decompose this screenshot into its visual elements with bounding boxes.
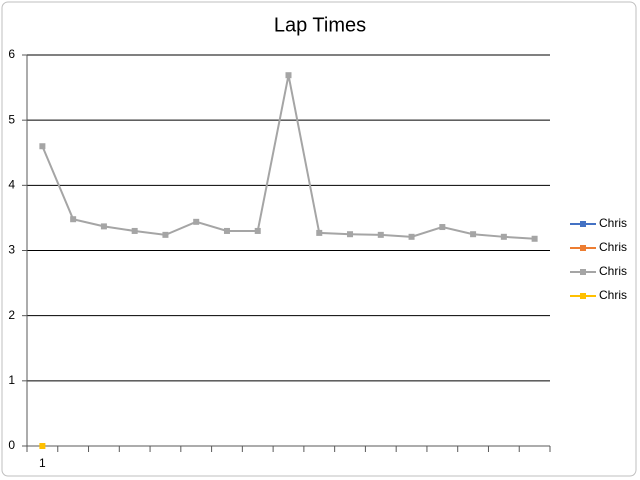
legend-label: Chris	[599, 240, 627, 254]
y-tick-label: 3	[8, 243, 15, 257]
point-marker	[39, 143, 46, 150]
chart-title: Lap Times	[274, 14, 366, 36]
point-marker	[70, 216, 77, 223]
y-tick-label: 1	[8, 373, 15, 387]
y-tick-label: 0	[8, 438, 15, 452]
point-marker	[347, 231, 354, 238]
y-tick-label: 4	[8, 178, 15, 192]
point-marker	[470, 231, 477, 238]
point-marker	[193, 218, 200, 225]
point-marker	[500, 233, 507, 240]
point-marker	[39, 443, 46, 449]
legend-marker	[580, 245, 586, 251]
point-marker	[131, 227, 138, 234]
point-marker	[223, 227, 230, 234]
point-marker	[439, 224, 446, 231]
point-marker	[531, 235, 538, 242]
legend-marker	[580, 221, 586, 227]
y-tick-label: 6	[8, 47, 15, 61]
legend-marker	[580, 293, 586, 299]
y-tick-label: 2	[8, 308, 15, 322]
point-marker	[285, 72, 292, 79]
point-marker	[100, 223, 107, 230]
legend-marker	[580, 269, 586, 275]
point-marker	[316, 229, 323, 236]
point-marker	[254, 227, 261, 234]
x-tick-label: 1	[39, 456, 46, 470]
legend-label: Chris	[599, 288, 627, 302]
legend-label: Chris	[599, 216, 627, 230]
point-marker	[377, 231, 384, 238]
point-marker	[162, 231, 169, 238]
y-tick-label: 5	[8, 112, 15, 126]
point-marker	[408, 233, 415, 240]
legend-label: Chris	[599, 264, 627, 278]
